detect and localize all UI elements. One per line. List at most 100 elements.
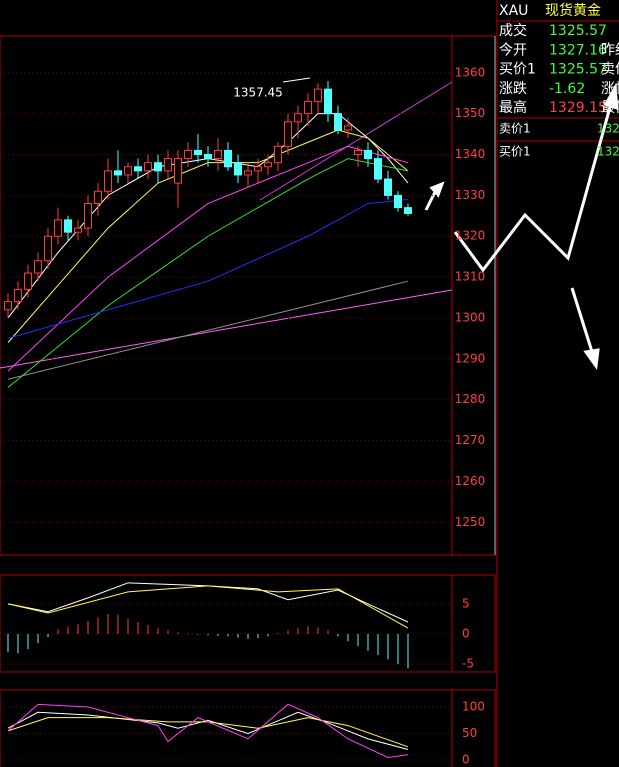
candle-body [164, 158, 172, 172]
quote-value: 1325.57 [549, 23, 607, 39]
candle-body [274, 145, 282, 164]
candle-body [174, 158, 182, 184]
indicator-line [7, 280, 409, 380]
y-tick-label: 1310 [455, 270, 486, 284]
book-label: 买价1 [499, 145, 531, 159]
kdj-panel [0, 689, 496, 767]
candle-body [24, 272, 32, 290]
quote-value: 1329.15 [549, 100, 607, 116]
candle-body [34, 260, 42, 274]
indicator-line [7, 585, 409, 629]
y-tick-label: 1320 [455, 229, 486, 243]
candle-body [304, 100, 312, 115]
candle-body [84, 203, 92, 229]
candle-body [324, 88, 332, 115]
indicator-line [7, 158, 409, 388]
y-tick-label: 1250 [455, 515, 486, 529]
candle-body [364, 149, 372, 160]
candle-body [234, 162, 242, 176]
y-tick-label: 1360 [455, 65, 486, 79]
candle-body [404, 207, 412, 214]
candle-body [384, 178, 392, 196]
candle-body [44, 235, 52, 262]
quote-value: 1325.57 [549, 62, 607, 78]
y-tick-label: 5 [462, 596, 470, 610]
quote-label: 昨结 [601, 42, 619, 58]
plot-area [0, 582, 452, 669]
y-tick-label: 1340 [455, 147, 486, 161]
candle-body [214, 149, 222, 160]
y-tick-label: 1350 [455, 106, 486, 120]
candle-body [224, 149, 232, 168]
indicator-line [7, 145, 409, 372]
quote-label: 涨跌 [499, 81, 527, 97]
indicator-line [7, 711, 409, 750]
y-tick-label: 0 [462, 627, 470, 641]
candle-body [204, 154, 212, 160]
indicator-line [7, 703, 409, 758]
annotation: 1357.45 [233, 86, 283, 100]
y-tick-label: 1270 [455, 433, 486, 447]
book-value: 1325.57 [597, 145, 619, 159]
arrowhead [429, 181, 445, 198]
quote-label: 最低 [601, 100, 619, 116]
candle-body [14, 288, 22, 303]
book-value: 1325.67 [597, 122, 619, 136]
quote-label: 涨幅 [601, 81, 619, 97]
candle-body [184, 149, 192, 160]
indicator-line [7, 582, 409, 623]
y-tick-label: 100 [462, 699, 485, 713]
quote-label: 今开 [499, 42, 527, 58]
candle-body [94, 190, 102, 205]
candle-body [374, 158, 382, 180]
book-label: 卖价1 [499, 122, 531, 136]
y-tick-label: 0 [462, 753, 470, 767]
candle-body [194, 149, 202, 156]
indicator-line [7, 113, 409, 319]
y-tick-label: 1280 [455, 392, 486, 406]
plot-area [0, 703, 452, 761]
y-tick-label: 1290 [455, 351, 486, 365]
candle-body [134, 166, 142, 172]
hand-drawn-arrows [424, 83, 619, 370]
arrowhead [583, 348, 600, 370]
indicator-line [7, 198, 409, 339]
candle-body [104, 170, 112, 192]
quote-label: 卖价 [601, 62, 619, 78]
candle-body [124, 166, 132, 176]
candle-body [154, 162, 162, 172]
symbol: XAU [499, 3, 528, 19]
quote-value: -1.62 [549, 81, 585, 97]
y-tick-label: 1260 [455, 474, 486, 488]
quote-label: 最高 [499, 99, 527, 116]
candle-body [254, 166, 262, 172]
candle-body [54, 219, 62, 237]
quote-label: 成交 [499, 22, 527, 39]
candle-body [394, 194, 402, 209]
arrowhead [603, 83, 619, 111]
macd-panel [0, 574, 496, 673]
candle-body [74, 227, 82, 233]
arrow [453, 99, 614, 273]
candle-body [344, 125, 352, 131]
candle-body [244, 170, 252, 176]
plot-area [0, 72, 452, 523]
y-tick-label: 50 [462, 726, 477, 740]
candle-body [354, 149, 362, 156]
candle-body [64, 219, 72, 233]
candle-body [144, 162, 152, 172]
candle-body [114, 170, 122, 176]
trend-line [259, 81, 453, 201]
candle-body [4, 301, 12, 311]
candle-body [294, 113, 302, 123]
quote-value: 1327.16 [549, 42, 607, 58]
instrument-name: 现货黄金 [545, 2, 601, 19]
candle-body [264, 162, 272, 168]
quote-label: 买价1 [499, 62, 536, 78]
y-tick-label: 1300 [455, 310, 486, 324]
candle-body [314, 88, 322, 102]
indicator-line [7, 129, 409, 343]
candle-body [334, 113, 342, 131]
